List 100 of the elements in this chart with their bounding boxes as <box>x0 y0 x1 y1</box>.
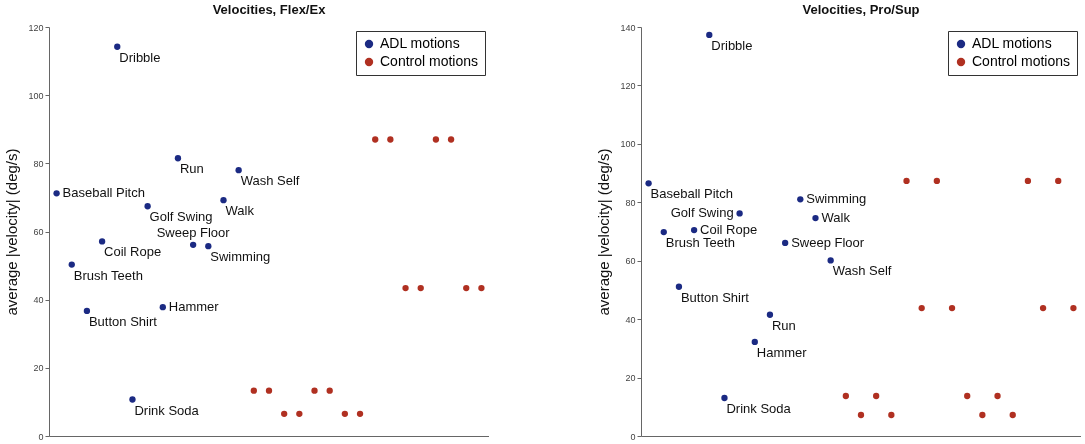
point <box>447 136 455 143</box>
y-tick-label: 100 <box>620 139 636 150</box>
point <box>114 43 121 50</box>
point <box>220 196 227 204</box>
point <box>1009 411 1016 419</box>
point <box>903 177 910 185</box>
point <box>98 238 106 245</box>
point <box>888 411 895 419</box>
point <box>1024 177 1032 185</box>
point <box>1039 304 1047 312</box>
point <box>189 241 197 248</box>
point <box>797 196 804 203</box>
point <box>356 410 364 417</box>
y-tick-label: 60 <box>33 227 44 237</box>
point <box>948 304 956 312</box>
point <box>387 136 394 143</box>
data-label: Brush Teeth <box>73 267 143 283</box>
point <box>432 136 440 143</box>
point <box>979 411 986 419</box>
point <box>751 338 758 346</box>
data-label: Coil Rope <box>104 244 162 260</box>
point <box>812 214 819 222</box>
point <box>417 284 424 292</box>
data-label: Swimming <box>210 249 271 265</box>
data-label: Hammer <box>168 299 220 315</box>
y-tick-label: 20 <box>625 373 636 384</box>
chart-title: Velocities, Flex/Ex <box>212 2 327 17</box>
point <box>994 392 1001 400</box>
y-tick-label: 40 <box>33 295 44 306</box>
data-label: Sweep Floor <box>156 224 231 240</box>
data-label: Button Shirt <box>88 313 158 329</box>
point <box>83 307 91 315</box>
point <box>402 284 409 292</box>
point <box>645 180 652 187</box>
point <box>235 166 242 174</box>
point <box>205 243 212 250</box>
data-label: Button Shirt <box>680 289 750 305</box>
point <box>144 203 151 210</box>
point <box>53 190 60 197</box>
y-tick-label: 120 <box>620 80 636 91</box>
point <box>129 396 136 403</box>
y-tick-label: 100 <box>28 90 44 101</box>
data-label: Coil Rope <box>700 222 758 238</box>
y-tick-label: 120 <box>28 22 44 33</box>
data-label: Sweep Floor <box>791 234 865 250</box>
y-tick-label: 0 <box>38 431 44 442</box>
data-label: Golf Swing <box>670 205 734 221</box>
point <box>706 31 713 39</box>
y-axis-title: average |velocity| (deg/s) <box>595 148 613 316</box>
point <box>265 387 273 394</box>
point <box>873 392 880 400</box>
point <box>296 410 303 417</box>
point <box>933 177 941 185</box>
y-axis-title: average |velocity| (deg/s) <box>3 148 21 316</box>
data-label: Dribble <box>119 49 161 65</box>
data-label: Wash Self <box>832 263 892 279</box>
data-label: Hammer <box>756 344 808 360</box>
data-label: Baseball Pitch <box>650 186 733 202</box>
point <box>690 226 698 234</box>
data-label: Walk <box>821 210 851 226</box>
point <box>918 304 925 312</box>
point <box>478 284 485 292</box>
point <box>311 387 318 394</box>
point <box>68 261 75 268</box>
point <box>159 304 166 311</box>
data-label: Swimming <box>806 191 867 207</box>
legend-label: Control motions <box>380 53 479 69</box>
data-label: Walk <box>225 203 255 219</box>
point <box>463 284 470 292</box>
point <box>781 239 789 247</box>
legend-label: ADL motions <box>380 35 460 51</box>
point <box>281 410 288 417</box>
data-label: Baseball Pitch <box>62 185 145 201</box>
y-tick-label: 20 <box>33 363 44 374</box>
data-label: Drink Soda <box>726 401 792 417</box>
y-tick-label: 140 <box>620 22 636 33</box>
legend-label: Control motions <box>972 53 1071 69</box>
point <box>372 136 379 143</box>
data-label: Drink Soda <box>134 402 200 418</box>
data-label: Wash Self <box>240 173 300 189</box>
data-label: Dribble <box>711 37 753 53</box>
point <box>1055 177 1062 185</box>
y-tick-label: 0 <box>630 431 636 442</box>
y-tick-label: 80 <box>625 197 636 208</box>
y-tick-label: 40 <box>625 314 636 325</box>
point <box>964 392 971 400</box>
point <box>341 410 349 417</box>
data-label: Brush Teeth <box>665 235 735 251</box>
point <box>857 411 865 419</box>
y-tick-label: 80 <box>33 158 44 169</box>
point <box>1070 304 1077 312</box>
point <box>842 392 849 400</box>
point <box>766 311 774 318</box>
point <box>675 283 683 290</box>
y-tick-label: 60 <box>625 256 636 267</box>
data-label: Run <box>771 317 796 333</box>
point <box>250 387 257 394</box>
point <box>660 228 667 236</box>
point <box>174 155 182 162</box>
point <box>736 210 743 217</box>
